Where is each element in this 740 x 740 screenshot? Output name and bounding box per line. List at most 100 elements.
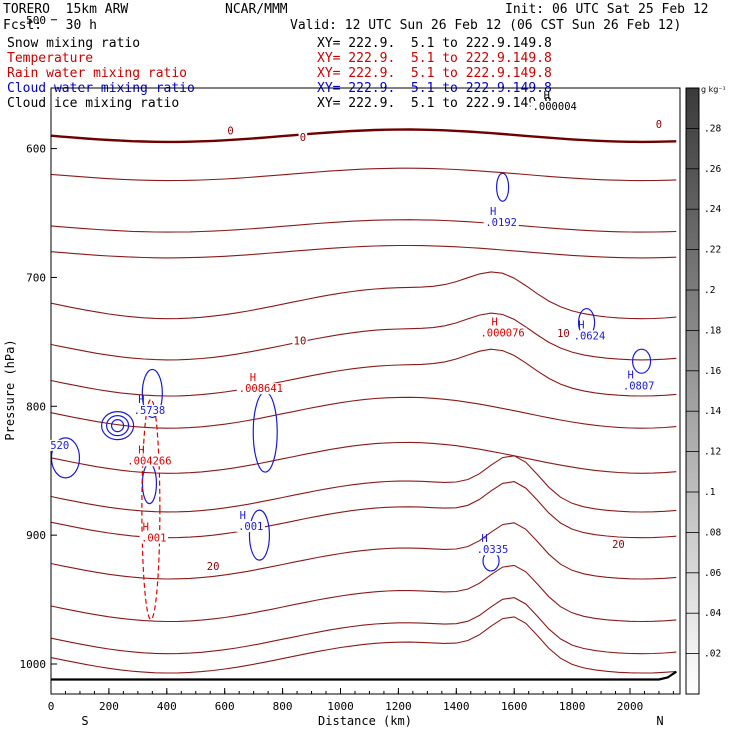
maximum-marker: H (628, 370, 634, 382)
maximum-marker: H (481, 533, 487, 545)
x-axis-label: Distance (km) (318, 714, 412, 728)
temperature-label-bg (610, 539, 627, 551)
x-tick-label: 2000 (617, 700, 644, 713)
temperature-isotherm (51, 564, 677, 623)
temperature-label: 0 (227, 126, 233, 138)
maximum-value-label: 520 (50, 440, 69, 452)
temperature-isotherm (51, 38, 676, 54)
x-tick-label: 1800 (559, 700, 586, 713)
cloud-water-contour (141, 368, 163, 419)
colorbar-tick-label: .26 (704, 164, 721, 175)
temperature-isotherm (51, 70, 676, 86)
legend-xy-cloud-ice: XY= 222.9. 5.1 to 222.9.149.8 (317, 96, 552, 111)
colorbar-tick-label: .02 (704, 649, 721, 660)
maximum-marker: H (491, 317, 497, 329)
y-tick-label: 600 (26, 143, 46, 156)
y-axis-label: Pressure (hPa) (3, 339, 17, 440)
legend-label-temperature: Temperature (7, 51, 94, 66)
maximum-marker: H (490, 206, 496, 218)
maximum-value-label: .000076 (480, 328, 524, 340)
maximum-value-label: .0192 (485, 217, 517, 229)
rain-contour (141, 398, 161, 620)
colorbar-tick-label: .06 (704, 568, 721, 579)
cloud-water-contour (496, 172, 510, 202)
maximum-value-label: .5738 (134, 405, 166, 417)
legend-label-cloud-ice: Cloud ice mixing ratio (7, 96, 180, 111)
colorbar-tick-label: .24 (704, 204, 721, 215)
plot-frame (50, 87, 681, 695)
forecast-hour: Fcst: 30 h (3, 18, 97, 33)
colorbar-tick-label: .08 (704, 527, 721, 538)
maximum-value-label-bg (236, 520, 265, 532)
y-tick-label: 1000 (20, 658, 47, 671)
colorbar (685, 87, 700, 695)
x-tick-label: 400 (157, 700, 177, 713)
maximum-value-label-bg (474, 544, 510, 556)
maximum-value-label: .001 (238, 521, 263, 533)
maximum-value-label: .008641 (239, 383, 283, 395)
temperature-label-bg (298, 132, 308, 144)
temperature-label-bg (226, 125, 235, 137)
maximum-value-label-bg (48, 439, 71, 451)
temperature-isotherm (51, 271, 677, 320)
maximum-value-label-bg (530, 100, 579, 112)
colorbar-tick-label: .14 (704, 406, 721, 417)
legend-xy-temperature: XY= 222.9. 5.1 to 222.9.149.8 (317, 51, 552, 66)
maximum-marker: H (138, 394, 144, 406)
endpoint-left: S (81, 714, 88, 728)
colorbar-tick-label: .16 (704, 366, 721, 377)
x-tick-label: 1200 (385, 700, 412, 713)
maximum-value-label: .004266 (127, 455, 171, 467)
temperature-isotherm (51, 597, 677, 655)
temperature-isotherm (51, 616, 677, 674)
temperature-isotherm (51, 0, 676, 2)
temperature-isotherm (51, 455, 677, 513)
colorbar-tick-label: .12 (704, 447, 721, 458)
maximum-value-label-bg (483, 216, 519, 228)
maximum-value-label-bg (478, 327, 527, 339)
maximum-value-label: .001 (141, 533, 166, 545)
maximum-value-label-bg (131, 405, 167, 417)
x-tick-label: 800 (273, 700, 293, 713)
colorbar-unit: g kg⁻¹ (701, 85, 726, 94)
x-tick-label: 1400 (443, 700, 470, 713)
cloud-water-contour (252, 391, 278, 473)
y-tick-label: 700 (26, 271, 46, 284)
legend-xy-snow: XY= 222.9. 5.1 to 222.9.149.8 (317, 36, 552, 51)
maximum-marker: H (578, 319, 584, 331)
maximum-marker: H (143, 522, 149, 534)
endpoint-right: N (656, 714, 663, 728)
temperature-label-bg (555, 327, 572, 339)
colorbar-tick-label: .2 (704, 285, 715, 296)
ground-surface (51, 670, 677, 681)
maximum-marker: H (138, 444, 144, 456)
cloud-water-contour (105, 415, 130, 437)
colorbar-tick-label: .22 (704, 245, 721, 256)
maximum-value-label: .000004 (533, 101, 577, 113)
cloud-water-contour (141, 463, 158, 505)
maximum-value-label-bg (125, 455, 174, 467)
colorbar-tick-label: .04 (704, 608, 721, 619)
maximum-value-label-bg (621, 380, 657, 392)
legend-label-rain: Rain water mixing ratio (7, 66, 188, 81)
temperature-isotherm (51, 522, 677, 580)
temperature-label: 10 (294, 336, 307, 348)
legend-label-snow: Snow mixing ratio (7, 36, 141, 51)
temperature-isotherm (51, 219, 677, 233)
maximum-value-label: .0807 (623, 381, 655, 393)
temperature-isotherm (51, 167, 677, 182)
x-tick-label: 1000 (327, 700, 354, 713)
temperature-isotherm (51, 348, 677, 397)
maximum-value-label: .0335 (477, 544, 509, 556)
y-tick-label: 800 (26, 400, 46, 413)
cloud-water-contour (248, 509, 271, 561)
colorbar-tick-label: .18 (704, 325, 721, 336)
maximum-value-label-bg (139, 532, 168, 544)
temperature-isotherm (51, 244, 677, 259)
temperature-label: 10 (557, 328, 570, 340)
maximum-marker: H (250, 372, 256, 384)
legend-xy-rain: XY= 222.9. 5.1 to 222.9.149.8 (317, 66, 552, 81)
model-title: TORERO 15km ARW (3, 2, 129, 17)
maximum-value-label: .0624 (574, 330, 606, 342)
colorbar-tick-label: .1 (704, 487, 716, 498)
